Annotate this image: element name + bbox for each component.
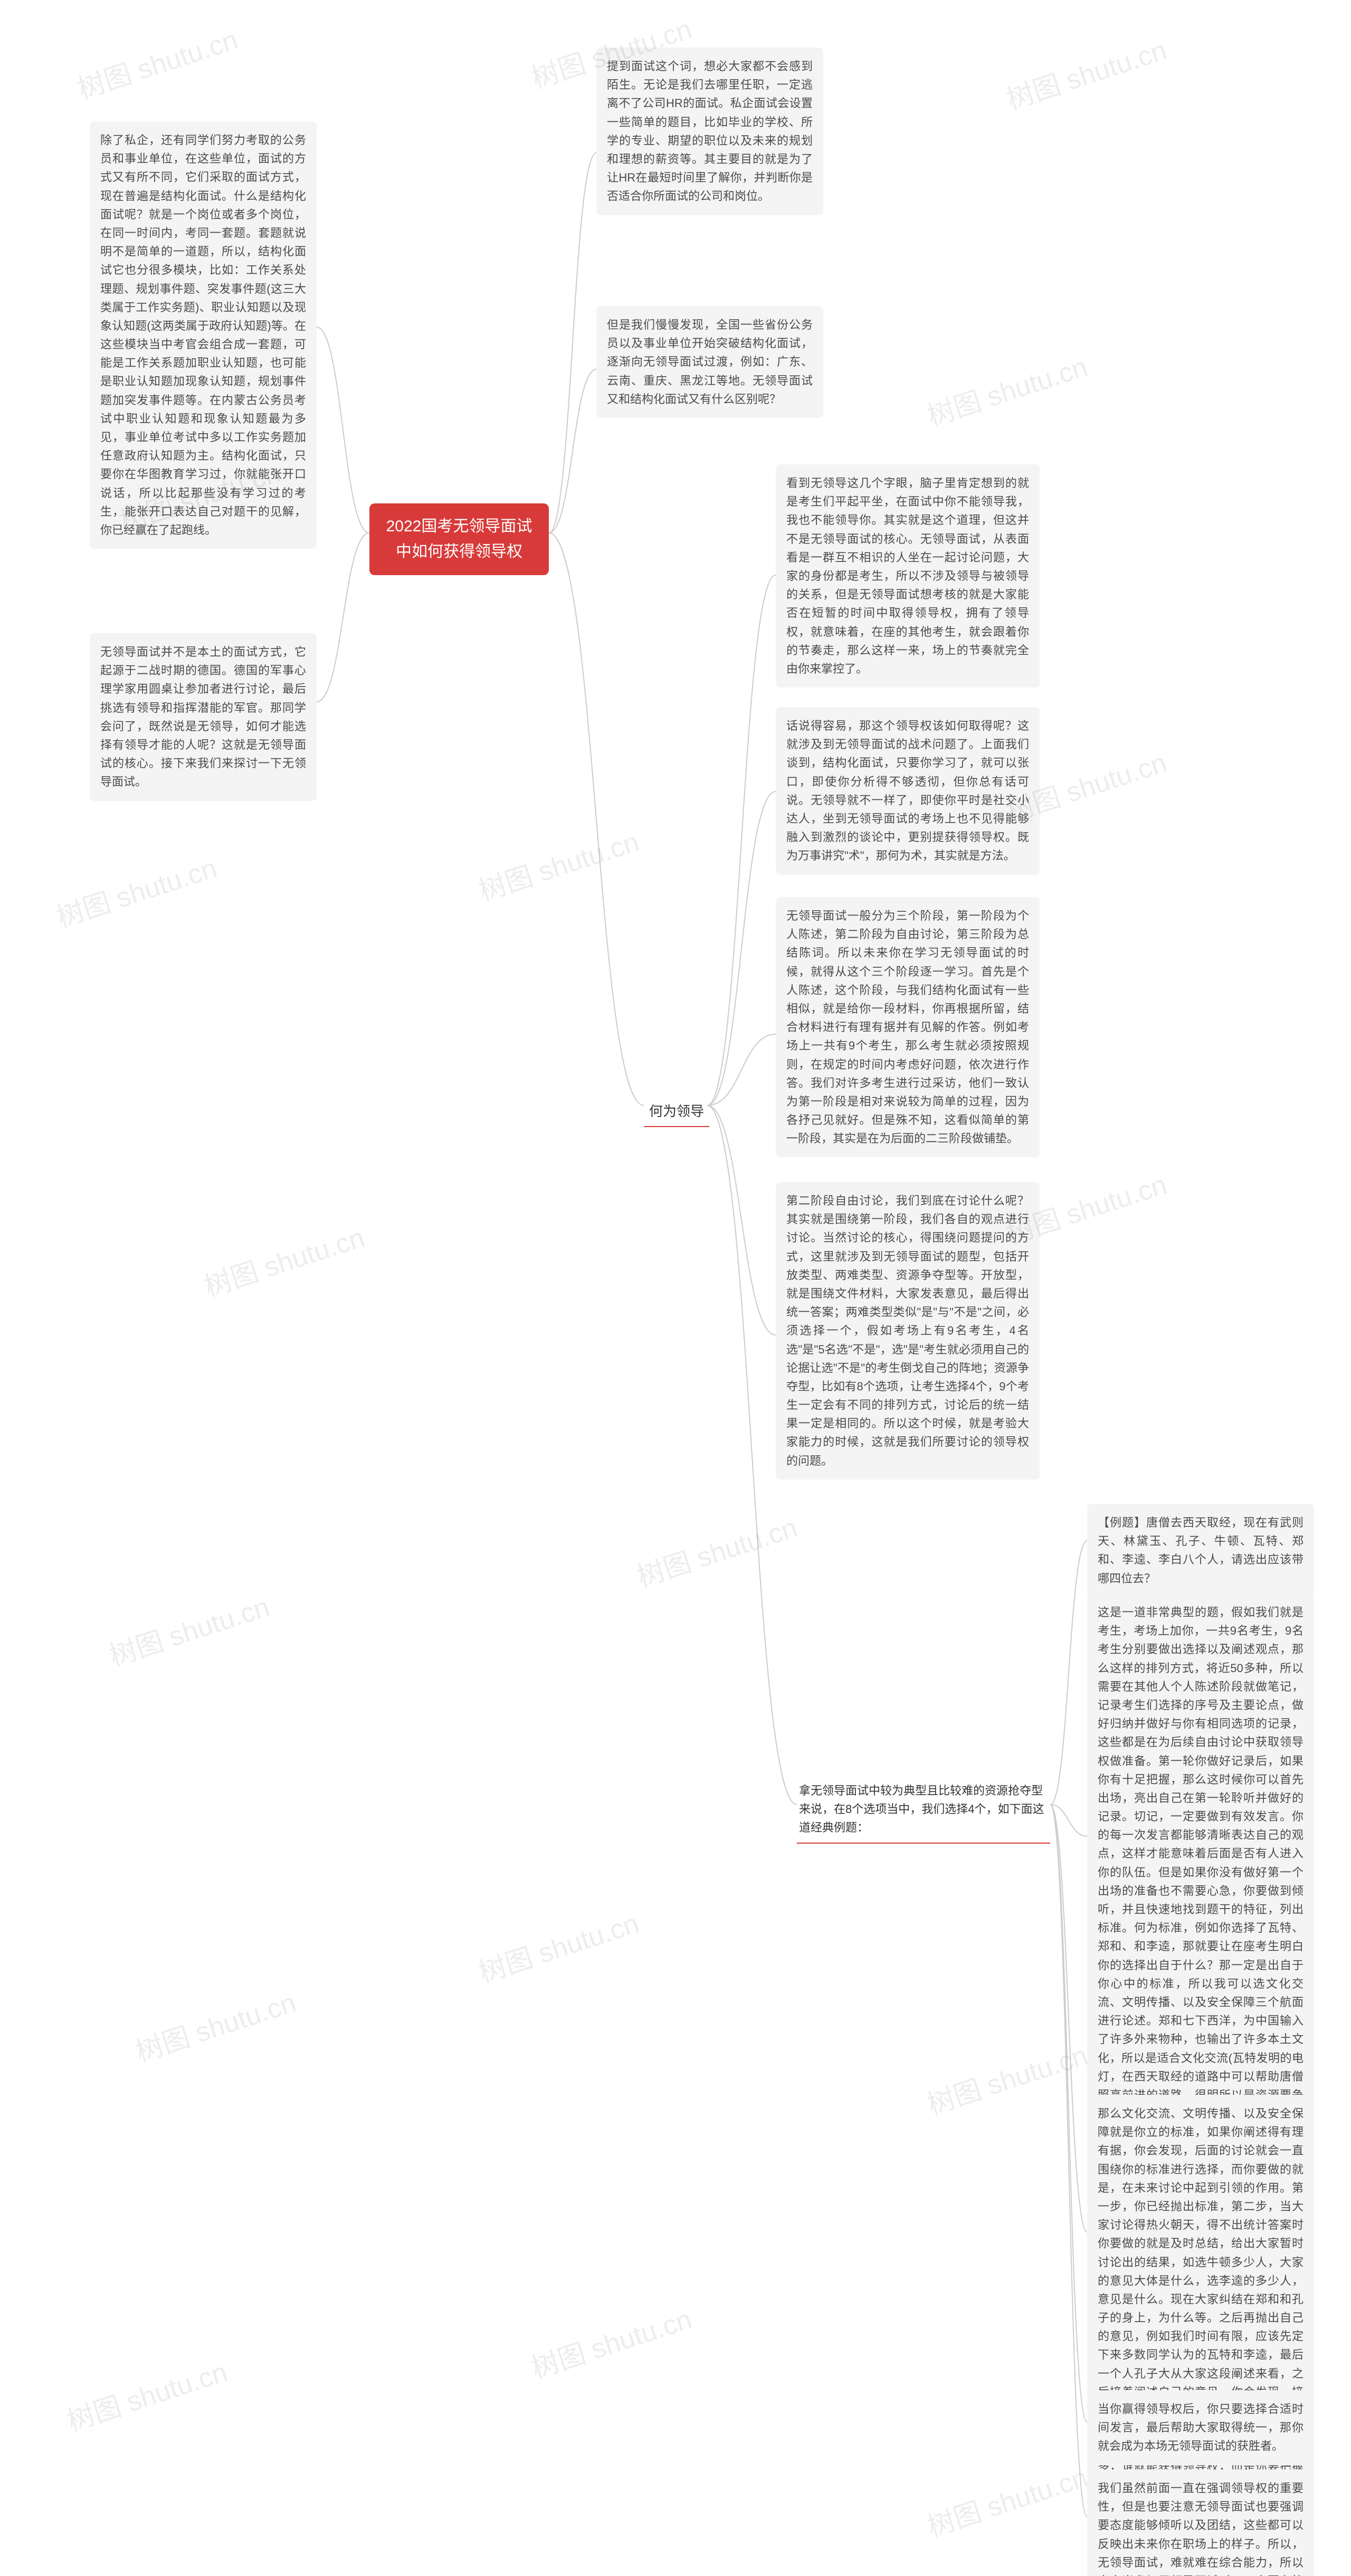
watermark-text: 树图 shutu.cn bbox=[526, 2297, 696, 2386]
watermark-text: 树图 shutu.cn bbox=[72, 17, 242, 107]
left-leaf-2: 无领导面试并不是本土的面试方式，它起源于二战时期的德国。德国的军事心理学家用圆桌… bbox=[90, 633, 317, 801]
root-node: 2022国考无领导面试中如何获得领导权 bbox=[369, 503, 549, 575]
mindmap-canvas: 2022国考无领导面试中如何获得领导权 除了私企，还有同学们努力考取的公务员和事… bbox=[0, 0, 1351, 2576]
watermark-text: 树图 shutu.cn bbox=[921, 2455, 1092, 2544]
sub-node-leadership: 何为领导 bbox=[644, 1098, 709, 1127]
r3-leaf-a: 看到无领导这几个字眼，脑子里肯定想到的就是考生们平起平坐，在面试中你不能领导我，… bbox=[776, 464, 1040, 688]
watermark-text: 树图 shutu.cn bbox=[921, 2033, 1092, 2122]
watermark-text: 树图 shutu.cn bbox=[61, 2350, 232, 2439]
watermark-text: 树图 shutu.cn bbox=[51, 846, 221, 935]
right-leaf-intro-1: 提到面试这个词，想必大家都不会感到陌生。无论是我们去哪里任职，一定逃离不了公司H… bbox=[596, 47, 823, 215]
r3-leaf-d: 第二阶段自由讨论，我们到底在讨论什么呢？其实就是围绕第一阶段，我们各自的观点进行… bbox=[776, 1182, 1040, 1480]
watermark-text: 树图 shutu.cn bbox=[921, 345, 1092, 434]
watermark-text: 树图 shutu.cn bbox=[103, 1585, 274, 1674]
left-leaf-1: 除了私企，还有同学们努力考取的公务员和事业单位，在这些单位，面试的方式又有所不同… bbox=[90, 121, 317, 549]
sub-node-example-intro: 拿无领导面试中较为典型且比较难的资源抢夺型来说，在8个选项当中，我们选择4个，如… bbox=[797, 1778, 1050, 1844]
watermark-text: 树图 shutu.cn bbox=[473, 819, 643, 909]
r3e-leaf-1: 【例题】唐僧去西天取经，现在有武则天、林黛玉、孔子、牛顿、瓦特、郑和、李逵、李白… bbox=[1087, 1504, 1314, 1597]
watermark-text: 树图 shutu.cn bbox=[473, 1901, 643, 1990]
r3-leaf-b: 话说得容易，那这个领导权该如何取得呢？这就涉及到无领导面试的战术问题了。上面我们… bbox=[776, 707, 1040, 875]
right-leaf-intro-2: 但是我们慢慢发现，全国一些省份公务员以及事业单位开始突破结构化面试，逐渐向无领导… bbox=[596, 306, 823, 418]
watermark-text: 树图 shutu.cn bbox=[1001, 28, 1171, 117]
r3e-leaf-5: 我们虽然前面一直在强调领导权的重要性，但是也要注意无领导面试也要强调要态度能够倾… bbox=[1087, 2469, 1314, 2576]
r3-leaf-c: 无领导面试一般分为三个阶段，第一阶段为个人陈述，第二阶段为自由讨论，第三阶段为总… bbox=[776, 897, 1040, 1157]
watermark-text: 树图 shutu.cn bbox=[631, 1505, 802, 1595]
watermark-text: 树图 shutu.cn bbox=[198, 1215, 369, 1304]
r3e-leaf-4: 当你赢得领导权后，你只要选择合适时间发言，最后帮助大家取得统一，那你就会成为本场… bbox=[1087, 2390, 1314, 2465]
watermark-text: 树图 shutu.cn bbox=[130, 1980, 300, 2069]
